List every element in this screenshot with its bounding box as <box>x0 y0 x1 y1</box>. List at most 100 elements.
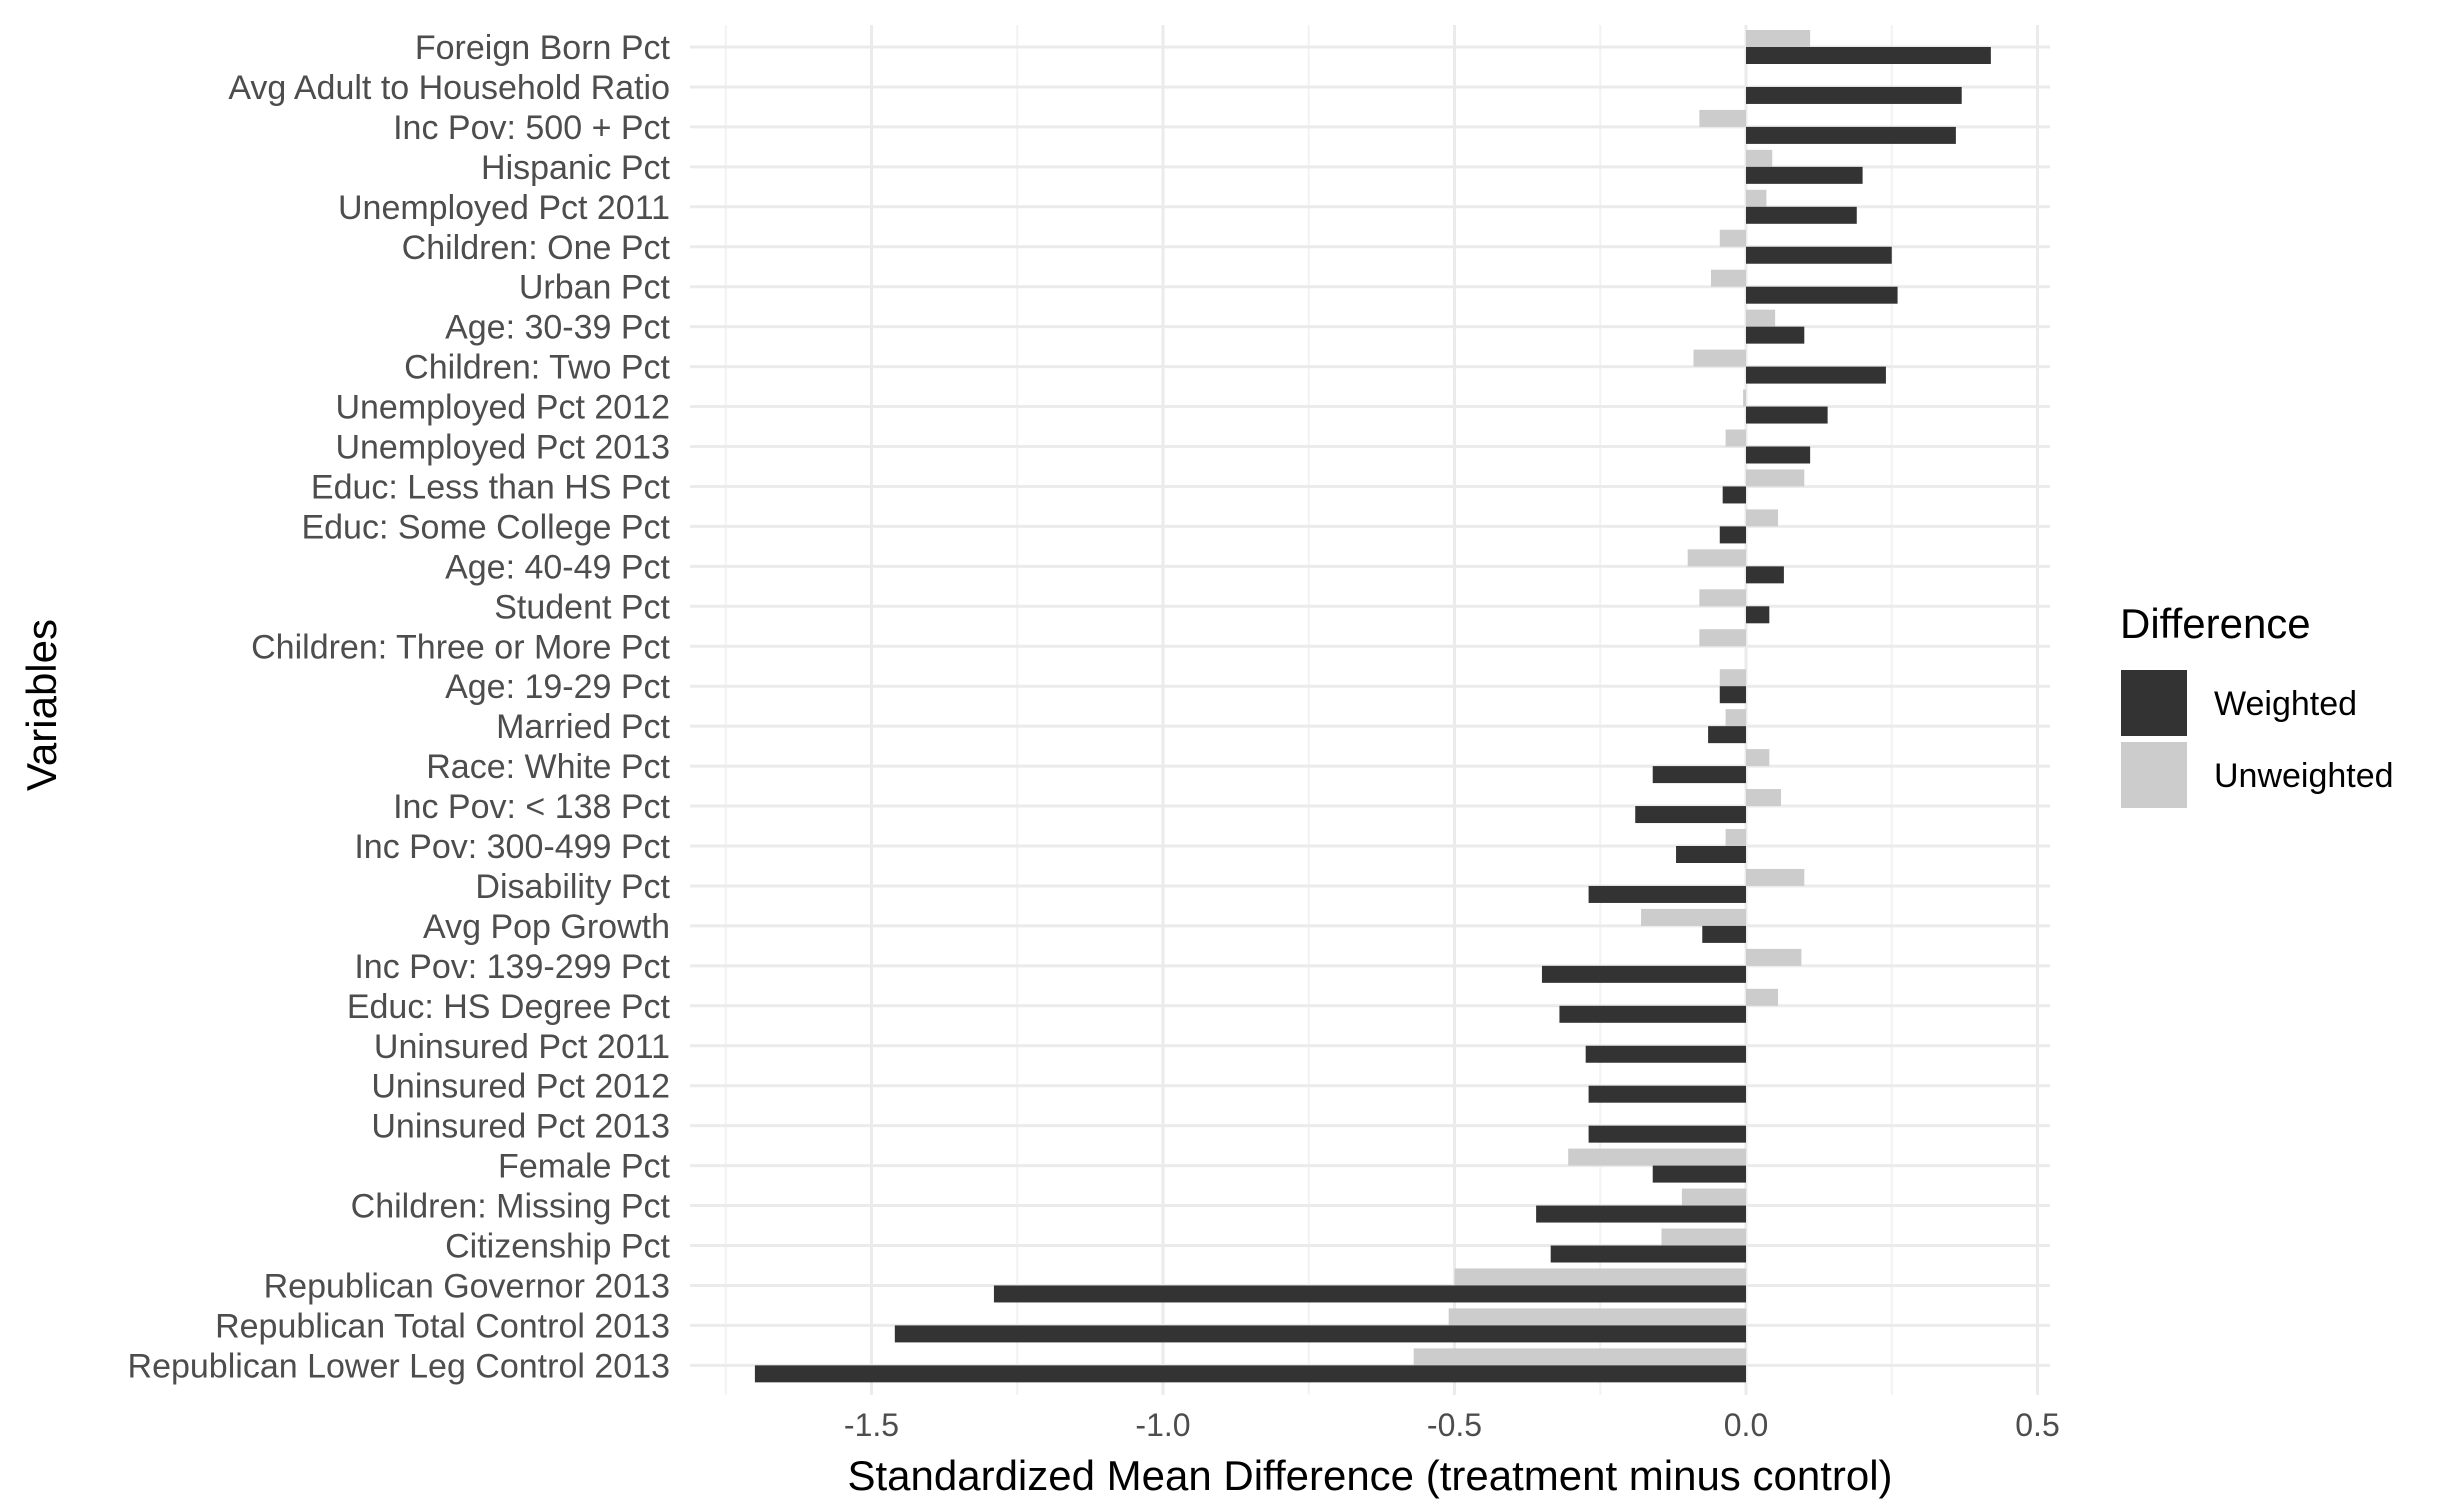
bar-unweighted-educ-some-college-pct <box>1746 509 1779 527</box>
bar-weighted-uninsured-pct-2012 <box>1588 1085 1746 1103</box>
bar-unweighted-age-30-39-pct <box>1746 309 1776 327</box>
bar-unweighted-age-19-29-pct <box>1719 669 1746 687</box>
bar-unweighted-inc-pov-138-pct <box>1746 789 1781 807</box>
bar-weighted-uninsured-pct-2013 <box>1588 1125 1746 1143</box>
bar-unweighted-hispanic-pct <box>1746 149 1773 167</box>
bar-unweighted-race-white-pct <box>1746 749 1770 767</box>
bar-unweighted-avg-pop-growth <box>1641 908 1746 926</box>
x-tick-label: 0.5 <box>2015 1407 2059 1443</box>
bar-unweighted-unemployed-pct-2013 <box>1725 429 1746 447</box>
bar-unweighted-inc-pov-139-299-pct <box>1746 948 1802 966</box>
bar-weighted-republican-total-control-2013 <box>894 1325 1746 1343</box>
category-label: Age: 30-39 Pct <box>445 309 670 347</box>
bar-weighted-age-40-49-pct <box>1746 566 1784 584</box>
bar-weighted-female-pct <box>1652 1165 1746 1183</box>
bar-unweighted-foreign-born-pct <box>1746 30 1811 47</box>
bar-unweighted-age-40-49-pct <box>1687 549 1746 567</box>
bar-weighted-disability-pct <box>1588 885 1746 903</box>
bar-weighted-hispanic-pct <box>1746 166 1863 184</box>
category-label: Educ: Less than HS Pct <box>311 468 671 506</box>
bar-weighted-unemployed-pct-2011 <box>1746 206 1857 224</box>
bar-unweighted-children-two-pct <box>1693 349 1746 367</box>
category-label: Citizenship Pct <box>445 1228 670 1266</box>
bar-weighted-inc-pov-139-299-pct <box>1541 965 1746 983</box>
legend-swatch-unweighted <box>2121 742 2187 808</box>
bar-weighted-inc-pov-300-499-pct <box>1676 846 1746 863</box>
bar-unweighted-student-pct <box>1699 589 1746 607</box>
category-label: Children: Two Pct <box>404 349 670 387</box>
category-label: Unemployed Pct 2011 <box>338 189 670 227</box>
bar-unweighted-citizenship-pct <box>1661 1228 1746 1246</box>
category-label: Age: 19-29 Pct <box>445 668 670 706</box>
bar-weighted-avg-pop-growth <box>1702 925 1746 943</box>
bar-weighted-republican-lower-leg-control-2013 <box>754 1365 1746 1383</box>
bar-weighted-children-one-pct <box>1746 246 1892 264</box>
category-label: Female Pct <box>498 1148 670 1186</box>
bar-weighted-unemployed-pct-2013 <box>1746 446 1811 464</box>
x-tick-label: -0.5 <box>1427 1407 1482 1443</box>
category-label: Children: One Pct <box>402 229 671 267</box>
bar-unweighted-republican-total-control-2013 <box>1448 1308 1746 1326</box>
category-label: Children: Three or More Pct <box>251 628 670 666</box>
category-label: Unemployed Pct 2012 <box>335 389 670 427</box>
bar-unweighted-married-pct <box>1725 709 1746 727</box>
bar-unweighted-educ-less-than-hs-pct <box>1746 469 1805 487</box>
category-label: Uninsured Pct 2011 <box>374 1028 670 1066</box>
bar-unweighted-children-one-pct <box>1719 229 1746 247</box>
legend-label-weighted: Weighted <box>2214 685 2357 723</box>
bar-weighted-republican-governor-2013 <box>993 1285 1746 1303</box>
bar-weighted-urban-pct <box>1746 286 1898 304</box>
x-tick-labels: -1.5 -1.0 -0.5 0.0 0.5 <box>844 1407 2060 1443</box>
category-label: Republican Lower Leg Control 2013 <box>128 1347 670 1385</box>
category-label: Republican Total Control 2013 <box>215 1307 670 1345</box>
category-label: Avg Pop Growth <box>423 908 670 946</box>
bar-unweighted-republican-lower-leg-control-2013 <box>1413 1348 1746 1366</box>
bar-weighted-married-pct <box>1708 726 1746 744</box>
category-label: Urban Pct <box>519 269 671 307</box>
bar-unweighted-republican-governor-2013 <box>1454 1268 1746 1286</box>
legend-title: Difference <box>2120 600 2311 647</box>
bar-unweighted-inc-pov-500-pct <box>1699 109 1746 127</box>
bar-weighted-children-missing-pct <box>1536 1205 1746 1223</box>
x-tick-label: -1.5 <box>844 1407 899 1443</box>
bar-weighted-inc-pov-500-pct <box>1746 126 1956 144</box>
category-label: Race: White Pct <box>426 748 670 786</box>
category-label: Educ: HS Degree Pct <box>347 988 671 1026</box>
bars <box>754 30 1991 1383</box>
x-axis-title: Standardized Mean Difference (treatment … <box>847 1452 1892 1499</box>
category-label: Uninsured Pct 2013 <box>371 1108 670 1146</box>
bar-unweighted-children-missing-pct <box>1681 1188 1746 1206</box>
category-label: Children: Missing Pct <box>351 1188 671 1226</box>
bar-weighted-inc-pov-138-pct <box>1635 806 1746 824</box>
category-label: Unemployed Pct 2013 <box>335 429 670 467</box>
bar-weighted-children-two-pct <box>1746 366 1886 384</box>
bar-weighted-age-30-39-pct <box>1746 326 1805 344</box>
y-axis-title: Variables <box>18 619 65 791</box>
bar-weighted-educ-less-than-hs-pct <box>1722 486 1746 504</box>
bar-unweighted-disability-pct <box>1746 868 1805 886</box>
bar-unweighted-educ-hs-degree-pct <box>1746 988 1779 1006</box>
bar-weighted-foreign-born-pct <box>1746 47 1991 64</box>
category-label: Uninsured Pct 2012 <box>371 1068 670 1106</box>
bar-weighted-unemployed-pct-2012 <box>1746 406 1828 424</box>
bar-unweighted-inc-pov-300-499-pct <box>1725 829 1746 846</box>
bar-unweighted-urban-pct <box>1711 269 1746 287</box>
bar-weighted-educ-hs-degree-pct <box>1559 1005 1746 1023</box>
bar-weighted-avg-adult-to-household-ratio <box>1746 86 1962 104</box>
category-label: Foreign Born Pct <box>415 29 671 67</box>
category-label: Student Pct <box>494 588 670 626</box>
legend-swatch-weighted <box>2121 670 2187 736</box>
category-label: Republican Governor 2013 <box>264 1267 670 1305</box>
category-label: Disability Pct <box>475 868 670 906</box>
category-label: Hispanic Pct <box>481 149 671 187</box>
category-label: Avg Adult to Household Ratio <box>228 69 670 107</box>
legend: Difference Weighted Unweighted <box>2120 600 2394 808</box>
bar-unweighted-unemployed-pct-2012 <box>1743 389 1746 407</box>
bar-weighted-age-19-29-pct <box>1719 686 1746 704</box>
category-label: Married Pct <box>496 708 670 746</box>
bar-unweighted-female-pct <box>1568 1148 1746 1166</box>
bar-weighted-citizenship-pct <box>1550 1245 1746 1263</box>
x-tick-label: -1.0 <box>1135 1407 1190 1443</box>
